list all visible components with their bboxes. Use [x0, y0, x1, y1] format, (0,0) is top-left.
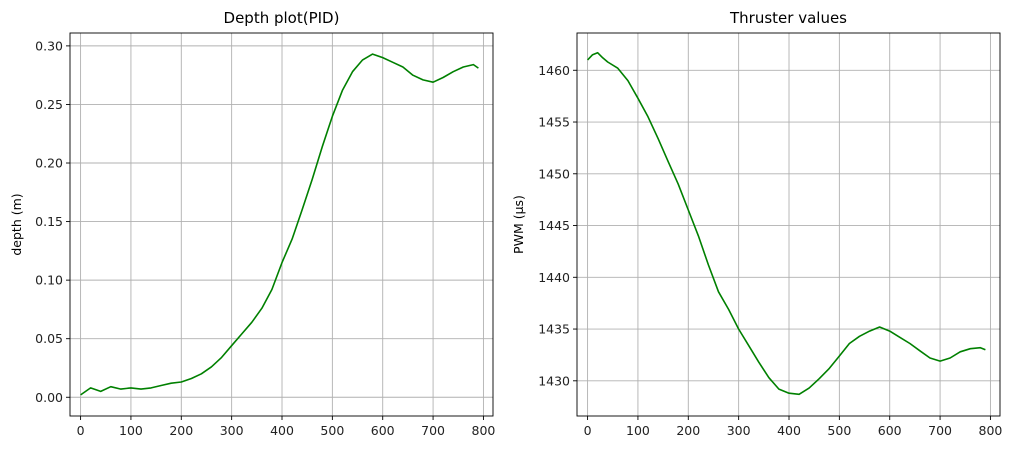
- x-tick-label: 400: [777, 423, 801, 438]
- chart-title: Thruster values: [729, 9, 847, 27]
- plot-background: [577, 33, 1000, 416]
- y-tick-label: 1455: [538, 115, 570, 130]
- x-tick-label: 800: [979, 423, 1003, 438]
- x-tick-label: 300: [727, 423, 751, 438]
- tick-layer: 0 100 200 300 400 500 600 700 800 1430 1435 1440 144…: [538, 63, 1002, 438]
- y-tick-label: 1435: [538, 322, 570, 337]
- series-line: [587, 51, 986, 396]
- x-tick-label: 500: [320, 423, 344, 438]
- y-tick-label: 0.30: [35, 38, 63, 53]
- x-tick-label: 400: [270, 423, 294, 438]
- y-tick-label: 0.20: [35, 156, 63, 171]
- x-tick-label: 700: [928, 423, 952, 438]
- tick-layer: 0 100 200 300 400 500 600 700 800 0.00 0.05 0.10 0.1…: [35, 38, 495, 438]
- y-tick-label: 1460: [538, 63, 570, 78]
- series-layer: [587, 51, 986, 396]
- y-tick-label: 1450: [538, 166, 570, 181]
- x-tick-label: 0: [77, 423, 85, 438]
- chart-title: Depth plot(PID): [224, 9, 340, 27]
- grid-lines: [577, 33, 1000, 416]
- y-axis-label: PWM (µs): [511, 195, 526, 254]
- x-tick-label: 600: [878, 423, 902, 438]
- y-tick-label: 0.25: [35, 97, 63, 112]
- x-tick-label: 600: [371, 423, 395, 438]
- y-tick-label: 1440: [538, 270, 570, 285]
- grid-lines: [70, 33, 493, 416]
- y-tick-label: 1445: [538, 218, 570, 233]
- plot-background: [70, 33, 493, 416]
- plot-frame: [576, 32, 1001, 417]
- y-tick-label: 0.05: [35, 331, 63, 346]
- series-layer: [80, 53, 479, 396]
- y-tick-label: 1430: [538, 373, 570, 388]
- x-tick-label: 700: [421, 423, 445, 438]
- y-axis-label: depth (m): [9, 193, 24, 255]
- x-tick-label: 300: [220, 423, 244, 438]
- x-tick-label: 100: [626, 423, 650, 438]
- x-tick-label: 800: [472, 423, 496, 438]
- series-line: [80, 53, 479, 396]
- x-tick-label: 200: [676, 423, 700, 438]
- x-tick-label: 500: [827, 423, 851, 438]
- thruster-chart: 0 100 200 300 400 500 600 700 800 1430 1435 1440 144…: [511, 9, 1002, 438]
- y-tick-label: 0.15: [35, 214, 63, 229]
- x-tick-label: 200: [169, 423, 193, 438]
- depth-chart: 0 100 200 300 400 500 600 700 800 0.00 0.05 0.10 0.1…: [9, 9, 495, 438]
- x-tick-label: 100: [119, 423, 143, 438]
- x-tick-label: 0: [584, 423, 592, 438]
- plot-frame: [69, 32, 494, 417]
- y-tick-label: 0.00: [35, 390, 63, 405]
- y-tick-label: 0.10: [35, 273, 63, 288]
